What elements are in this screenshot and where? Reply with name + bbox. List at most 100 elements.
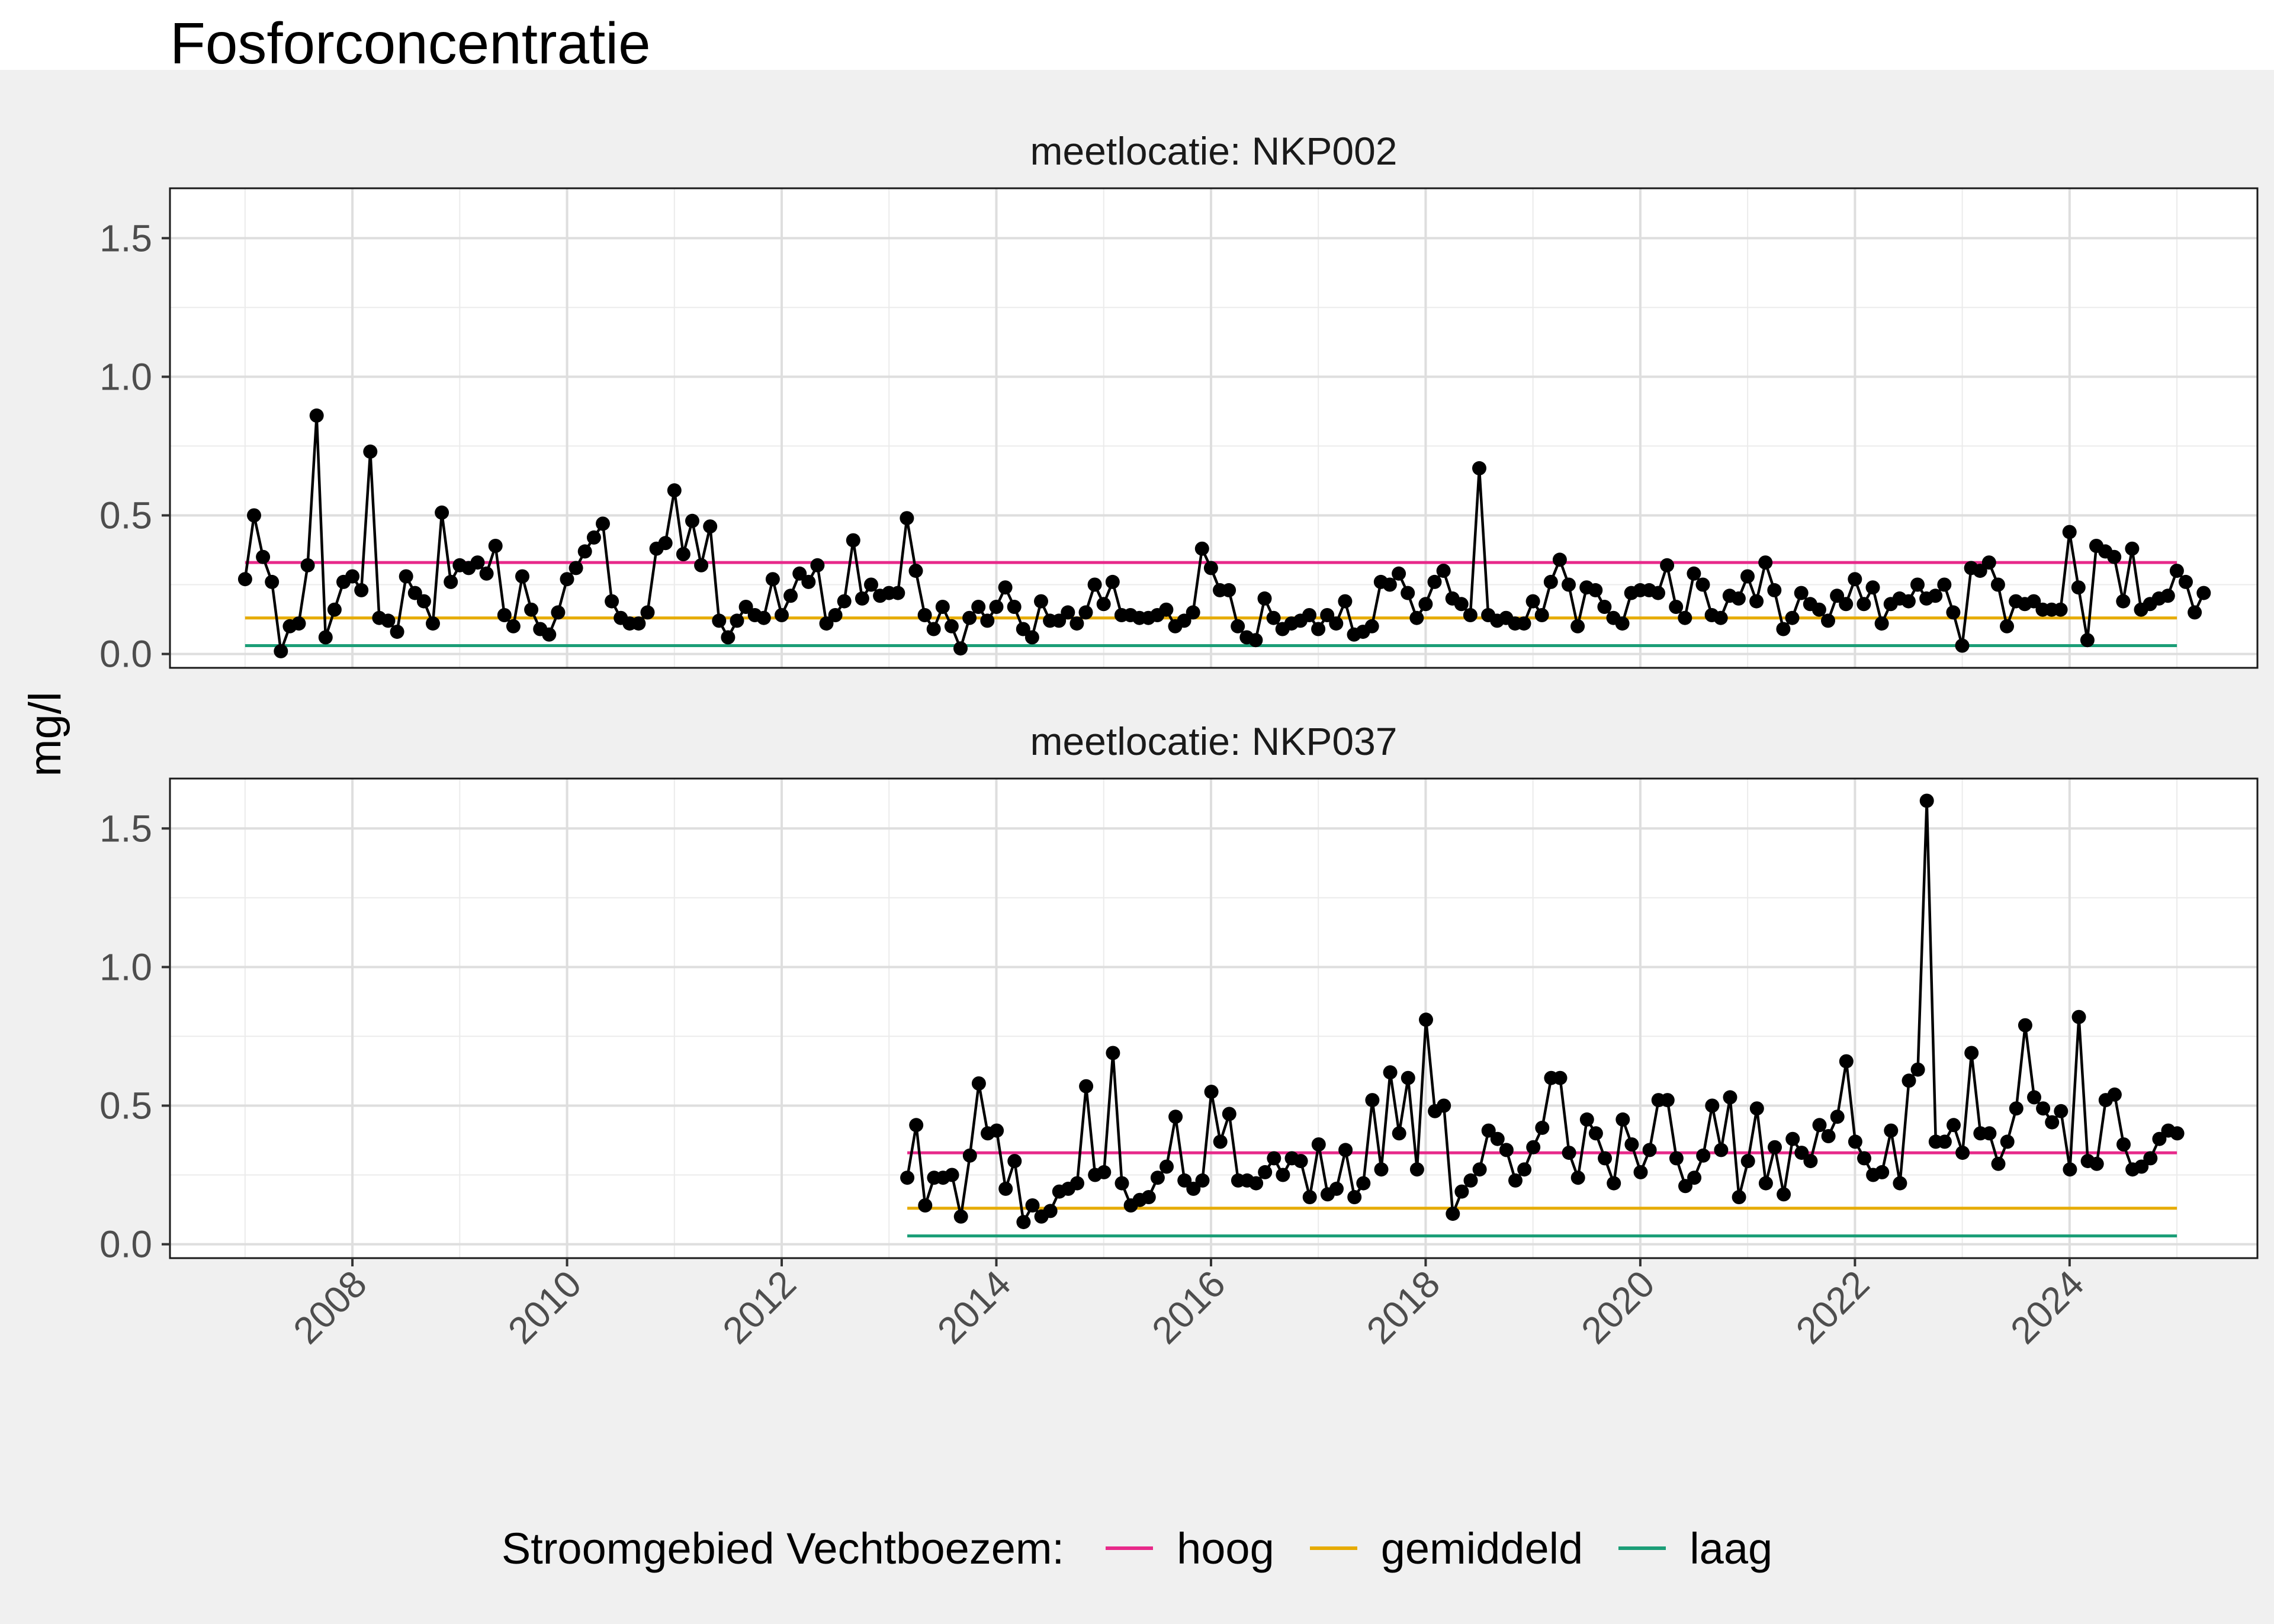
data-point [1472, 461, 1486, 475]
data-point [1749, 594, 1764, 609]
data-point [1078, 605, 1093, 620]
data-point [2009, 1101, 2024, 1116]
data-point [1776, 622, 1791, 636]
data-point [1499, 1143, 1514, 1157]
data-point [1955, 1146, 1970, 1160]
y-tick-label: 1.5 [99, 217, 152, 259]
data-point [1105, 574, 1120, 589]
data-point [1338, 1143, 1353, 1157]
data-point [1016, 1215, 1031, 1230]
data-point [488, 539, 503, 553]
data-point [1660, 1093, 1675, 1108]
data-point [730, 613, 744, 628]
data-point [891, 586, 905, 600]
data-point [1517, 616, 1531, 631]
data-point [1248, 633, 1263, 648]
data-point [1732, 1190, 1746, 1204]
data-point [1437, 1098, 1451, 1113]
data-point [1696, 1148, 1711, 1163]
data-point [1061, 605, 1075, 620]
data-point [2063, 1162, 2077, 1177]
data-point [738, 600, 753, 614]
data-point [2071, 580, 2086, 595]
data-point [909, 1118, 924, 1133]
data-point [1481, 1123, 1496, 1138]
data-point [980, 613, 995, 628]
data-point [1427, 574, 1442, 589]
data-point [1687, 566, 1701, 581]
x-tick-label: 2022 [1788, 1262, 1878, 1352]
data-point [1195, 1173, 1210, 1188]
data-point [1311, 1137, 1326, 1152]
data-point [1087, 577, 1102, 592]
data-point [1669, 1151, 1684, 1166]
data-point [1070, 1176, 1084, 1191]
data-point [1419, 1012, 1433, 1027]
data-point [1150, 1170, 1165, 1185]
data-point [1463, 1173, 1478, 1188]
data-point [1624, 1137, 1639, 1152]
x-tick-label: 2016 [1144, 1262, 1234, 1352]
data-point [1570, 1170, 1585, 1185]
data-point [1257, 591, 1272, 606]
x-tick-label: 2020 [1573, 1262, 1663, 1352]
data-point [1401, 586, 1415, 600]
data-point [1705, 1098, 1720, 1113]
data-point [1141, 1190, 1156, 1204]
data-point [1821, 613, 1835, 628]
data-point [1758, 555, 1773, 570]
data-point [390, 625, 404, 639]
data-point [908, 564, 923, 578]
data-point [1893, 1176, 1907, 1191]
data-point [1329, 1181, 1344, 1196]
data-point [1991, 1156, 2006, 1171]
data-point [1839, 1054, 1854, 1069]
data-point [917, 608, 932, 622]
data-point [918, 1198, 933, 1213]
data-point [1338, 594, 1353, 609]
data-point [2125, 541, 2140, 556]
data-point [1598, 1151, 1613, 1166]
data-point [1964, 1046, 1979, 1060]
data-point [990, 1123, 1004, 1138]
data-point [1607, 1176, 1621, 1191]
data-point [1043, 1204, 1058, 1218]
data-point [560, 572, 574, 587]
data-point [274, 644, 288, 658]
y-tick-label: 0.0 [99, 633, 152, 676]
data-point [1177, 1173, 1192, 1188]
data-point [1302, 608, 1316, 622]
x-tick-label: 2024 [2002, 1262, 2092, 1352]
data-point [998, 580, 1013, 595]
data-point [1382, 577, 1397, 592]
data-point [1096, 597, 1111, 612]
data-point [2116, 594, 2131, 609]
data-point [1678, 1179, 1692, 1194]
data-point [542, 627, 557, 642]
data-point [470, 555, 485, 570]
data-point [1713, 610, 1728, 625]
data-point [586, 530, 601, 545]
data-point [1785, 1131, 1800, 1146]
data-point [1446, 1207, 1460, 1221]
data-point [345, 569, 360, 584]
data-point [2152, 1131, 2167, 1146]
data-point [300, 558, 315, 573]
data-point [1418, 597, 1433, 612]
legend-swatch-hoog [1106, 1546, 1154, 1550]
data-point [1320, 608, 1335, 622]
data-point [2018, 1018, 2032, 1033]
data-point [291, 616, 306, 631]
data-point [1186, 1181, 1201, 1196]
panel-background [170, 188, 2257, 668]
data-point [1463, 608, 1478, 622]
data-point [2089, 1156, 2104, 1171]
data-point [1678, 610, 1692, 625]
data-point [515, 569, 529, 584]
data-point [998, 1181, 1013, 1196]
data-point [1839, 597, 1854, 612]
data-point [354, 583, 369, 597]
data-point [1347, 1190, 1362, 1204]
data-point [1884, 1123, 1899, 1138]
data-point [1767, 583, 1782, 597]
